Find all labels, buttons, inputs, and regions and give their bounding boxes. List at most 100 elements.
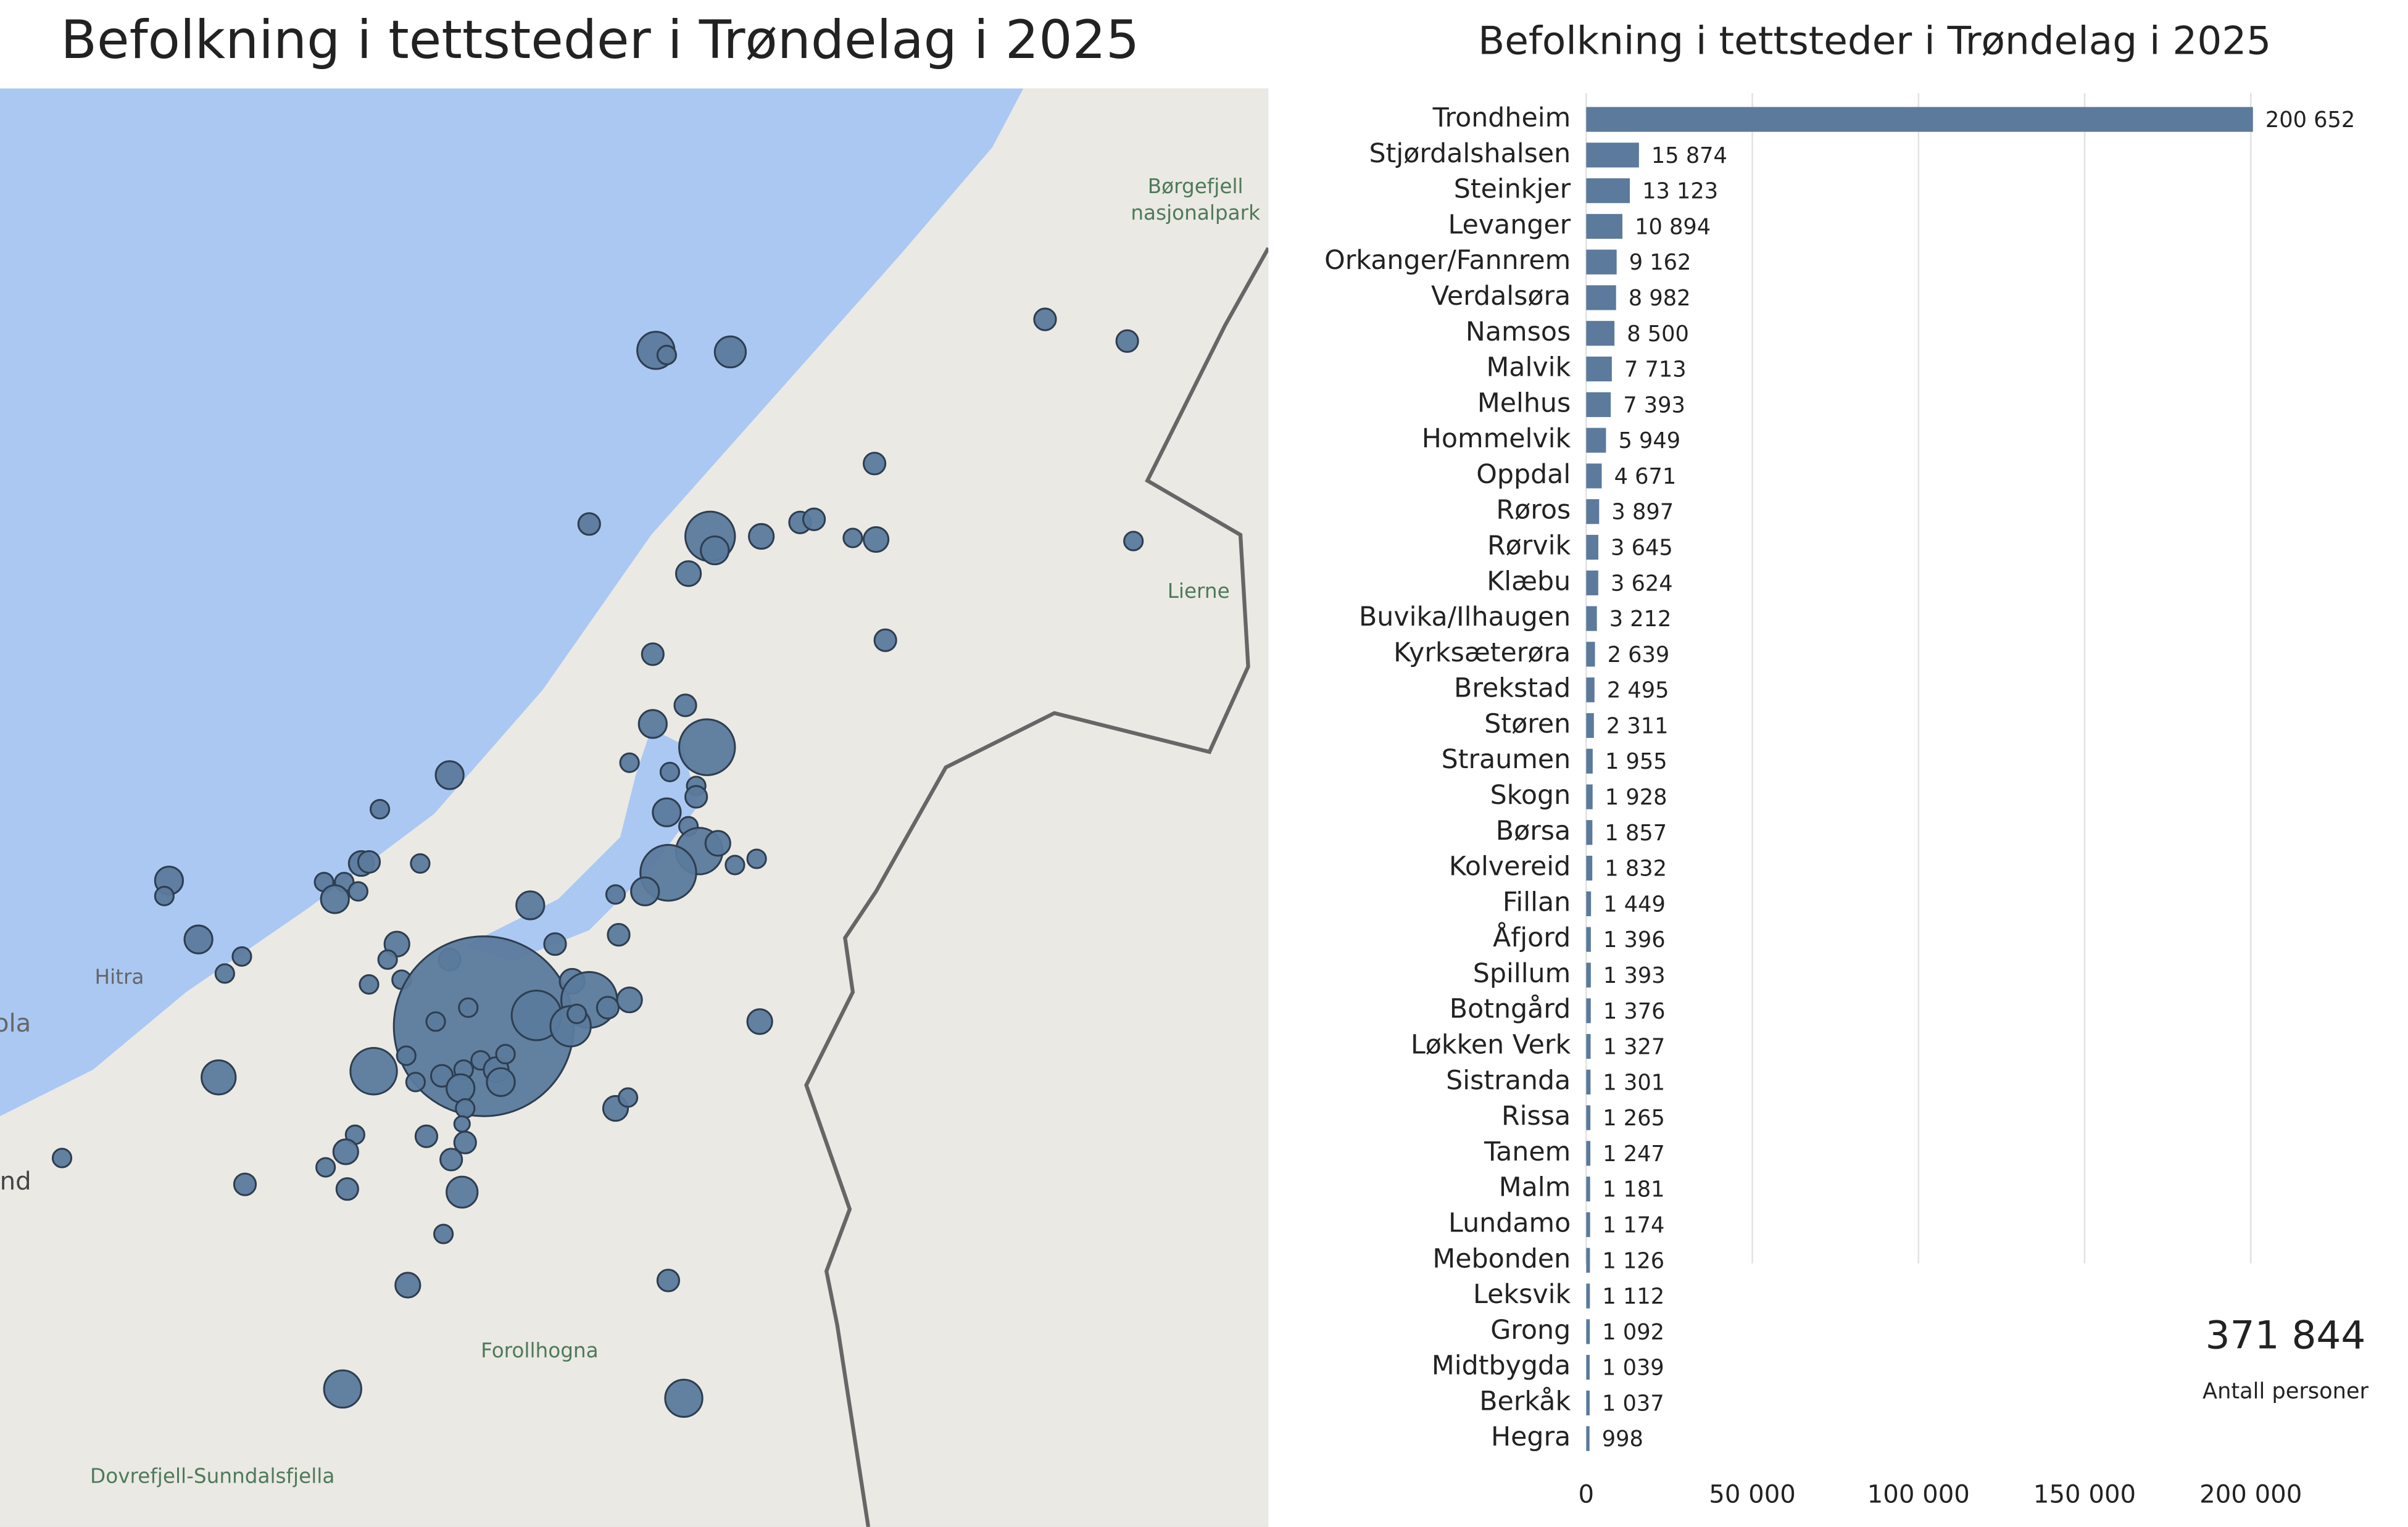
- value-label: 1 396: [1603, 927, 1666, 953]
- bar: [1586, 784, 1593, 809]
- map-bubble: [684, 785, 708, 809]
- y-tick-label: Malvik: [1486, 352, 1571, 383]
- map-bubble: [410, 853, 431, 874]
- value-label: 1 449: [1603, 892, 1666, 917]
- map-bubble: [659, 761, 681, 782]
- bar: [1586, 1033, 1591, 1059]
- y-tick-label: Malm: [1499, 1172, 1571, 1203]
- map-bubble: [607, 923, 631, 947]
- value-label: 7 393: [1623, 392, 1685, 418]
- x-tick-label: 200 000: [2199, 1481, 2302, 1509]
- map-bubble: [700, 535, 730, 566]
- y-tick-label: Grong: [1490, 1315, 1571, 1346]
- bar: [1586, 1248, 1590, 1273]
- map-bubble: [434, 760, 465, 790]
- bar: [1586, 1390, 1590, 1416]
- map-bubble: [543, 932, 567, 956]
- y-tick-label: Melhus: [1477, 387, 1571, 418]
- y-tick-label: Orkanger/Fannrem: [1324, 245, 1571, 276]
- bar: [1586, 1069, 1591, 1095]
- y-tick-label: Rissa: [1501, 1101, 1571, 1132]
- map-bubble: [446, 1073, 476, 1104]
- map-bubble: [873, 628, 897, 652]
- map-label: Hitra: [95, 965, 144, 988]
- y-tick-label: Steinkjer: [1454, 174, 1571, 205]
- value-label: 1 955: [1605, 749, 1667, 774]
- map-title: Befolkning i tettsteder i Trøndelag i 20…: [60, 10, 1139, 71]
- y-tick-label: Hommelvik: [1422, 423, 1571, 454]
- bar: [1586, 713, 1594, 739]
- map-bubble: [335, 1177, 359, 1201]
- y-tick-label: Buvika/Ilhaugen: [1359, 602, 1571, 632]
- y-tick-label: Skogn: [1490, 780, 1571, 811]
- y-tick-label: Lundamo: [1448, 1207, 1571, 1238]
- fjord: [465, 728, 698, 961]
- border: [804, 247, 1269, 1527]
- bar: [1586, 855, 1593, 881]
- map-label: Dovrefjell-Sunndalsfjella: [90, 1465, 334, 1488]
- map-bubble: [673, 693, 697, 718]
- map-bubble: [332, 1138, 359, 1165]
- map-bubble: [802, 507, 826, 531]
- map-label: Børgefjell: [1148, 175, 1243, 198]
- map-bubble: [201, 1059, 237, 1096]
- map-bubble: [433, 1223, 454, 1244]
- map-bubble: [842, 528, 863, 548]
- bar: [1586, 1319, 1590, 1344]
- map-bubble: [377, 949, 398, 970]
- bar: [1586, 1177, 1590, 1202]
- bar: [1586, 642, 1595, 667]
- y-tick-label: Åfjord: [1493, 922, 1571, 953]
- bar: [1586, 107, 2253, 132]
- value-label: 5 949: [1618, 428, 1680, 453]
- map-bubble: [323, 1369, 362, 1409]
- map-bubble: [577, 512, 601, 536]
- bar: [1586, 570, 1598, 595]
- map-bubble: [678, 718, 736, 776]
- map-bubble: [656, 1268, 681, 1293]
- map-bubble: [439, 1148, 463, 1172]
- y-tick-label: Børsa: [1496, 816, 1571, 846]
- x-tick-label: 0: [1579, 1481, 1595, 1509]
- value-label: 1 832: [1605, 856, 1667, 882]
- y-tick-label: Hegra: [1491, 1421, 1571, 1452]
- value-label: 200 652: [2265, 107, 2355, 133]
- map-bubble: [641, 642, 665, 666]
- y-tick-label: Namsos: [1466, 317, 1571, 347]
- map-bubble: [396, 1045, 417, 1066]
- y-tick-label: Klæbu: [1487, 566, 1571, 597]
- value-label: 8 500: [1627, 321, 1689, 347]
- value-label: 1 112: [1602, 1284, 1664, 1309]
- value-label: 1 039: [1602, 1355, 1664, 1381]
- bar: [1586, 998, 1591, 1024]
- map-bubble: [652, 797, 682, 827]
- y-tick-label: Fillan: [1503, 887, 1571, 917]
- map-bubble: [357, 850, 381, 874]
- total-value: 371 844: [2206, 1312, 2366, 1357]
- map-bubble: [515, 890, 546, 921]
- map-bubble: [369, 799, 391, 820]
- y-tick-label: Leksvik: [1473, 1279, 1571, 1310]
- value-label: 1 174: [1603, 1212, 1665, 1238]
- map-bubble: [154, 885, 175, 906]
- map-bubble: [233, 1172, 257, 1196]
- map-bubble: [458, 997, 479, 1018]
- map-bubble: [713, 335, 747, 369]
- map-bubble: [746, 1008, 773, 1035]
- map-bubble: [862, 452, 887, 476]
- map-bubble: [596, 996, 620, 1020]
- value-label: 1 092: [1602, 1320, 1664, 1345]
- map-label: nd: [0, 1167, 31, 1196]
- value-label: 1 247: [1603, 1141, 1665, 1167]
- map-bubble: [320, 884, 350, 914]
- bar: [1586, 463, 1602, 489]
- value-label: 3 645: [1611, 536, 1673, 561]
- map-label: nasjonalpark: [1131, 201, 1260, 225]
- value-label: 2 495: [1607, 678, 1669, 703]
- map-bubble: [315, 1157, 336, 1178]
- value-label: 3 624: [1611, 571, 1673, 596]
- map-bubble: [1115, 329, 1139, 353]
- y-tick-label: Stjørdalshalsen: [1369, 138, 1571, 169]
- map: Børgefjell nasjonalpark Lierne Hitra ola nd Fo…: [0, 88, 1269, 1527]
- value-label: 1 126: [1603, 1248, 1665, 1273]
